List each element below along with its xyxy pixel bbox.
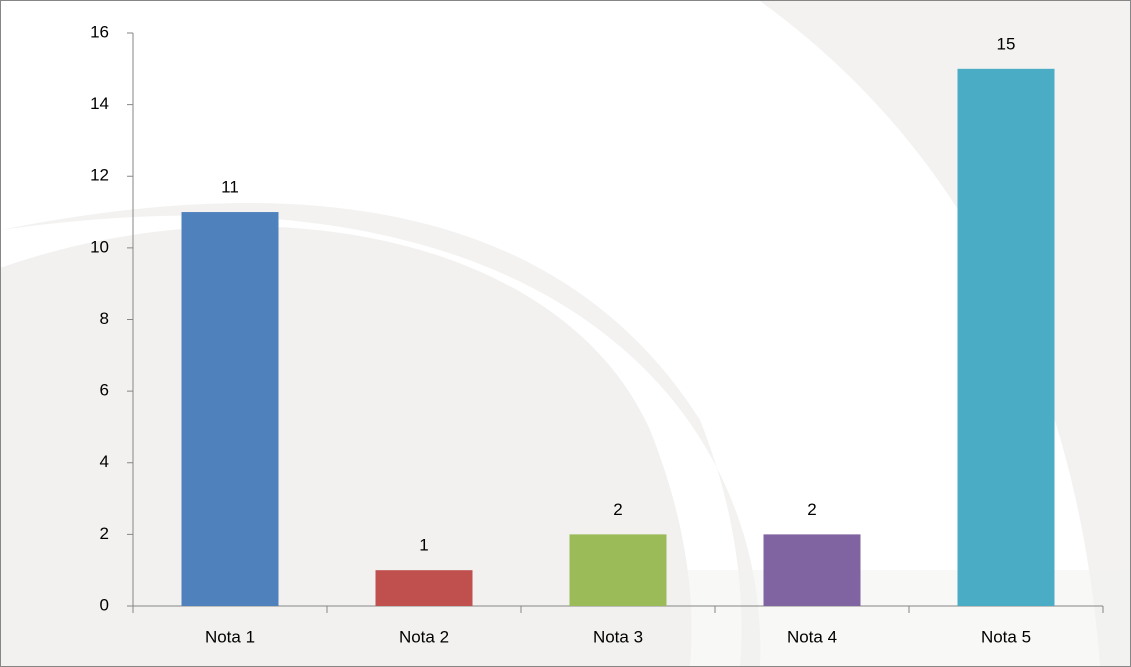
y-tick-label: 10 <box>90 237 109 256</box>
data-label: 11 <box>221 178 239 197</box>
bar <box>957 68 1055 606</box>
y-tick-label: 12 <box>90 166 109 185</box>
x-tick-label: Nota 2 <box>399 627 449 646</box>
x-tick-label: Nota 4 <box>787 627 837 646</box>
data-label: 15 <box>997 34 1016 53</box>
x-tick-label: Nota 1 <box>205 627 255 646</box>
data-label: 2 <box>807 500 816 519</box>
bar <box>763 534 861 606</box>
bar <box>181 212 279 606</box>
y-tick-label: 0 <box>100 595 109 614</box>
y-tick-label: 16 <box>90 22 109 41</box>
x-tick-label: Nota 5 <box>981 627 1031 646</box>
background-swoosh <box>0 226 692 666</box>
y-tick-label: 2 <box>100 524 109 543</box>
bar <box>375 570 473 606</box>
data-label: 1 <box>419 536 428 555</box>
data-label: 2 <box>613 500 622 519</box>
y-tick-label: 8 <box>100 309 109 328</box>
x-tick-label: Nota 3 <box>593 627 643 646</box>
bar <box>569 534 667 606</box>
y-tick-label: 6 <box>100 381 109 400</box>
y-tick-label: 14 <box>90 94 109 113</box>
y-tick-label: 4 <box>100 452 109 471</box>
